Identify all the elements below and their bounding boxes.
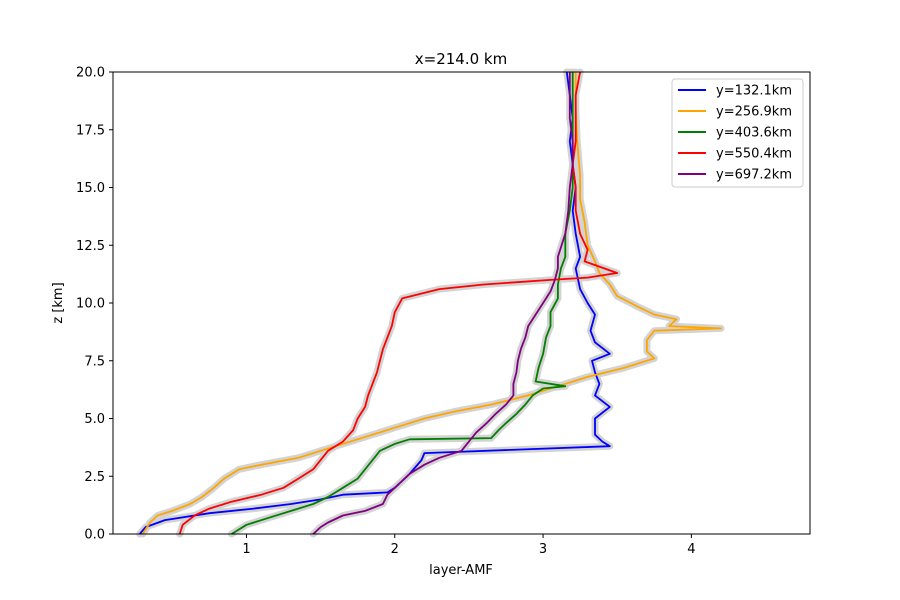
y-tick-label: 2.5 — [84, 470, 105, 485]
y-axis-ticks: 0.0 2.5 5.0 7.5 10.0 12.5 15.0 17.5 20.0 — [76, 66, 113, 543]
legend: y=132.1km y=256.9km y=403.6km y=550.4km y=69… — [671, 78, 804, 188]
chart-title: x=214.0 km — [415, 50, 507, 68]
x-axis-ticks: 1 2 3 4 — [242, 534, 696, 557]
y-tick-label: 0.0 — [84, 528, 105, 543]
series-4-line — [312, 72, 574, 535]
series-2-line — [231, 72, 574, 535]
y-tick-label: 17.5 — [76, 123, 105, 138]
legend-entry-label: y=403.6km — [716, 126, 792, 141]
series-lines — [139, 71, 722, 535]
y-tick-label: 12.5 — [76, 239, 105, 254]
x-tick-label: 4 — [687, 542, 695, 557]
y-tick-label: 15.0 — [76, 181, 105, 196]
legend-entry-label: y=256.9km — [716, 105, 792, 120]
legend-entry-label: y=132.1km — [716, 84, 792, 99]
x-tick-label: 2 — [391, 542, 399, 557]
x-axis-label: layer-AMF — [429, 563, 493, 578]
legend-box — [671, 78, 804, 188]
legend-entry-label: y=697.2km — [716, 168, 792, 183]
y-tick-label: 20.0 — [76, 66, 105, 81]
y-tick-label: 7.5 — [84, 354, 105, 369]
x-tick-label: 3 — [539, 542, 547, 557]
y-tick-label: 10.0 — [76, 297, 105, 312]
y-tick-label: 5.0 — [84, 412, 105, 427]
series-3-line — [178, 71, 619, 535]
y-axis-label: z [km] — [51, 282, 66, 323]
series-1-line — [141, 72, 722, 535]
legend-entry-label: y=550.4km — [716, 147, 792, 162]
x-tick-label: 1 — [242, 542, 250, 557]
